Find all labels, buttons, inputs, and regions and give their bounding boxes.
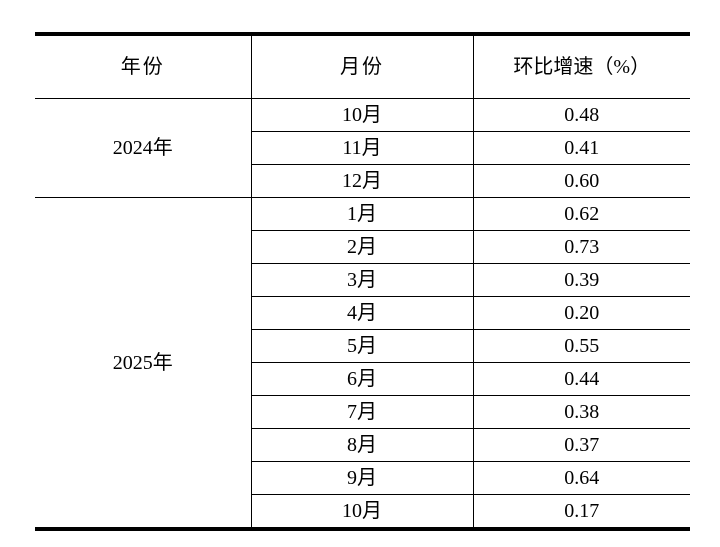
year-cell-2024: 2024年 [35,98,252,198]
table-row: 4月 0.20 [35,296,690,330]
table-row: 3月 0.39 [35,263,690,297]
value-cell: 0.60 [473,164,690,198]
year-cell-2025: 2025年 [35,197,252,530]
value-cell: 0.41 [473,131,690,165]
value-cell: 0.44 [473,362,690,396]
table-row: 2025年 1月 0.62 [35,197,690,530]
table-row: 2月 0.73 [35,230,690,264]
table-row: 11月 0.41 [35,131,690,165]
header-row: 年份 月份 环比增速（%） [35,34,690,99]
value-cell: 0.37 [473,428,690,462]
header-growth: 环比增速（%） [473,34,690,99]
month-cell: 5月 [251,329,474,363]
value-cell: 0.62 [473,197,690,231]
table-row: 9月 0.64 [35,461,690,495]
month-cell: 12月 [251,164,474,198]
table-row: 6月 0.44 [35,362,690,396]
month-cell: 8月 [251,428,474,462]
header-year: 年份 [35,34,252,99]
value-cell: 0.17 [473,494,690,530]
value-cell: 0.20 [473,296,690,330]
value-cell: 0.55 [473,329,690,363]
header-month: 月份 [251,34,474,99]
value-cell: 0.48 [473,98,690,132]
value-cell: 0.39 [473,263,690,297]
value-cell: 0.73 [473,230,690,264]
month-cell: 4月 [251,296,474,330]
month-cell: 2月 [251,230,474,264]
table-row: 10月 0.17 [35,494,690,530]
table-row: 7月 0.38 [35,395,690,429]
table-row: 12月 0.60 [35,164,690,198]
value-cell: 0.64 [473,461,690,495]
month-cell: 11月 [251,131,474,165]
table-row: 8月 0.37 [35,428,690,462]
growth-table-container: 年份 月份 环比增速（%） 2024年 10月 0.48 11月 0.41 12… [35,32,690,531]
table-row: 2024年 10月 0.48 [35,98,690,198]
table-row: 5月 0.55 [35,329,690,363]
month-cell: 1月 [251,197,474,231]
growth-table: 年份 月份 环比增速（%） 2024年 10月 0.48 11月 0.41 12… [35,32,690,531]
month-cell: 10月 [251,98,474,132]
month-cell: 10月 [251,494,474,530]
month-cell: 7月 [251,395,474,429]
month-cell: 3月 [251,263,474,297]
month-cell: 9月 [251,461,474,495]
value-cell: 0.38 [473,395,690,429]
month-cell: 6月 [251,362,474,396]
